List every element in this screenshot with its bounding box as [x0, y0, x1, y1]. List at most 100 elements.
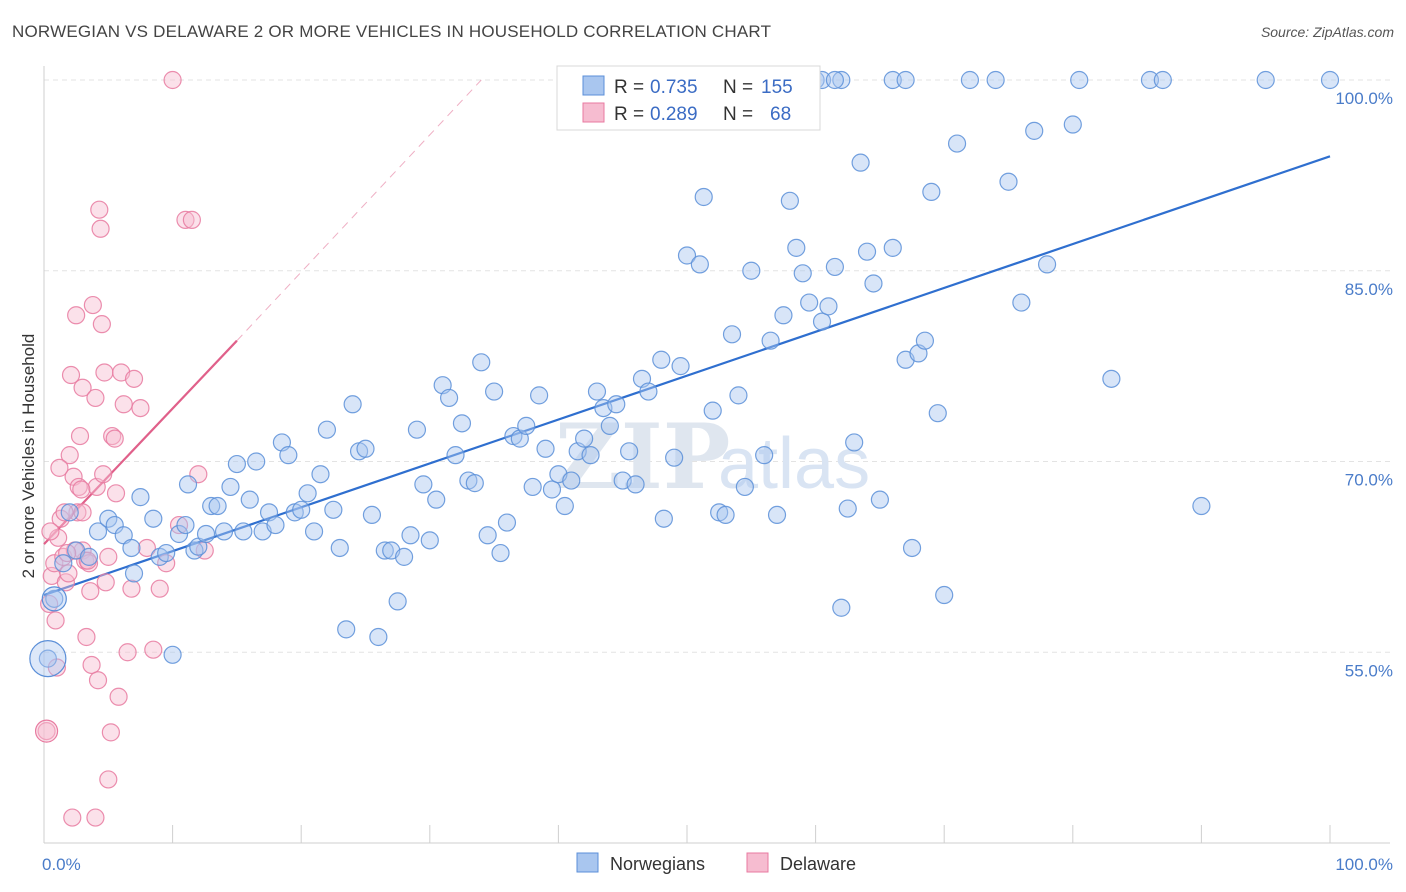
data-point	[401, 526, 420, 545]
data-point	[1070, 70, 1089, 90]
data-point	[91, 219, 110, 238]
data-point	[986, 70, 1005, 90]
data-point	[735, 477, 754, 497]
data-point	[343, 395, 362, 414]
legend-r-label-1: R =	[614, 77, 644, 98]
data-point	[452, 414, 472, 433]
data-point	[677, 246, 697, 265]
data-point-large	[41, 586, 67, 612]
data-point	[50, 458, 69, 477]
data-point	[317, 420, 337, 439]
legend-n-value-1: 155	[761, 77, 793, 98]
data-point	[88, 671, 108, 690]
data-point	[96, 573, 115, 592]
data-point	[124, 564, 144, 583]
data-point	[575, 429, 594, 448]
data-point	[324, 500, 343, 519]
data-point	[118, 643, 137, 662]
data-point	[54, 554, 73, 573]
y-tick-label: 100.0%	[1335, 89, 1393, 108]
data-point	[234, 522, 253, 541]
data-point	[883, 70, 902, 90]
data-point	[144, 640, 163, 659]
chart-source: Source: ZipAtlas.com	[1260, 24, 1394, 40]
data-point	[221, 477, 240, 497]
data-point	[92, 315, 111, 334]
data-point	[72, 480, 91, 499]
data-point	[266, 515, 285, 535]
data-point	[40, 594, 59, 614]
legend-n-value-2: 68	[770, 104, 791, 125]
chart-title: NORWEGIAN VS DELAWARE 2 OR MORE VEHICLES…	[12, 22, 772, 41]
axes	[43, 66, 1390, 844]
data-point	[607, 395, 626, 414]
data-point	[761, 331, 780, 350]
legend-n-label-2: N =	[723, 104, 753, 125]
data-point	[68, 503, 87, 522]
data-point	[114, 395, 133, 414]
data-point	[671, 357, 690, 376]
data-point	[1063, 115, 1082, 134]
data-point	[69, 477, 88, 497]
data-point	[999, 172, 1018, 191]
data-point	[55, 503, 74, 522]
data-point	[530, 386, 549, 405]
data-point	[870, 490, 890, 509]
legend-n-label-1: N =	[723, 77, 753, 98]
data-point	[1025, 121, 1044, 140]
data-point	[690, 255, 709, 274]
data-point	[67, 306, 86, 325]
x-tick-label-min: 0.0%	[42, 855, 81, 874]
data-point	[587, 382, 607, 401]
data-point	[620, 442, 639, 461]
data-point	[562, 471, 581, 490]
bottom-legend-label-delaware: Delaware	[780, 854, 856, 874]
data-point	[103, 426, 122, 446]
data-point	[176, 210, 195, 229]
data-point	[109, 687, 128, 706]
data-point	[555, 496, 574, 516]
trend-line-delaware	[43, 339, 238, 545]
data-point	[77, 627, 96, 647]
data-point	[407, 420, 427, 439]
data-point	[883, 238, 902, 257]
data-point	[101, 723, 120, 742]
data-point	[150, 579, 169, 598]
data-point	[86, 808, 105, 827]
data-point	[99, 770, 118, 789]
trend-line-delaware-extension	[236, 79, 482, 342]
data-point	[787, 238, 806, 257]
data-point	[214, 522, 234, 541]
data-point	[196, 524, 216, 544]
data-point	[176, 515, 195, 535]
data-point	[542, 480, 562, 499]
data-point	[394, 547, 414, 566]
data-point	[922, 182, 941, 202]
data-point	[1153, 70, 1172, 90]
data-point	[420, 531, 439, 550]
data-point	[857, 242, 877, 261]
data-point	[838, 499, 857, 518]
data-point	[851, 153, 870, 172]
data-point	[157, 543, 176, 563]
data-point	[362, 505, 382, 525]
data-point	[1256, 70, 1275, 90]
legend-r-label-2: R =	[614, 104, 644, 125]
data-point	[82, 655, 101, 675]
data-point	[812, 312, 832, 331]
data-point	[86, 388, 105, 408]
data-point	[1320, 70, 1340, 90]
data-point	[536, 439, 555, 458]
data-point	[131, 398, 150, 418]
data-point	[960, 70, 980, 90]
data-point	[716, 505, 735, 525]
legend-swatch-norwegians	[582, 75, 605, 96]
data-point	[88, 522, 108, 541]
data-point	[439, 388, 459, 408]
data-point	[845, 433, 864, 452]
data-point	[1102, 369, 1121, 388]
data-point	[60, 503, 79, 522]
data-point	[729, 386, 748, 405]
legend-r-value-1: 0.735	[650, 77, 698, 98]
